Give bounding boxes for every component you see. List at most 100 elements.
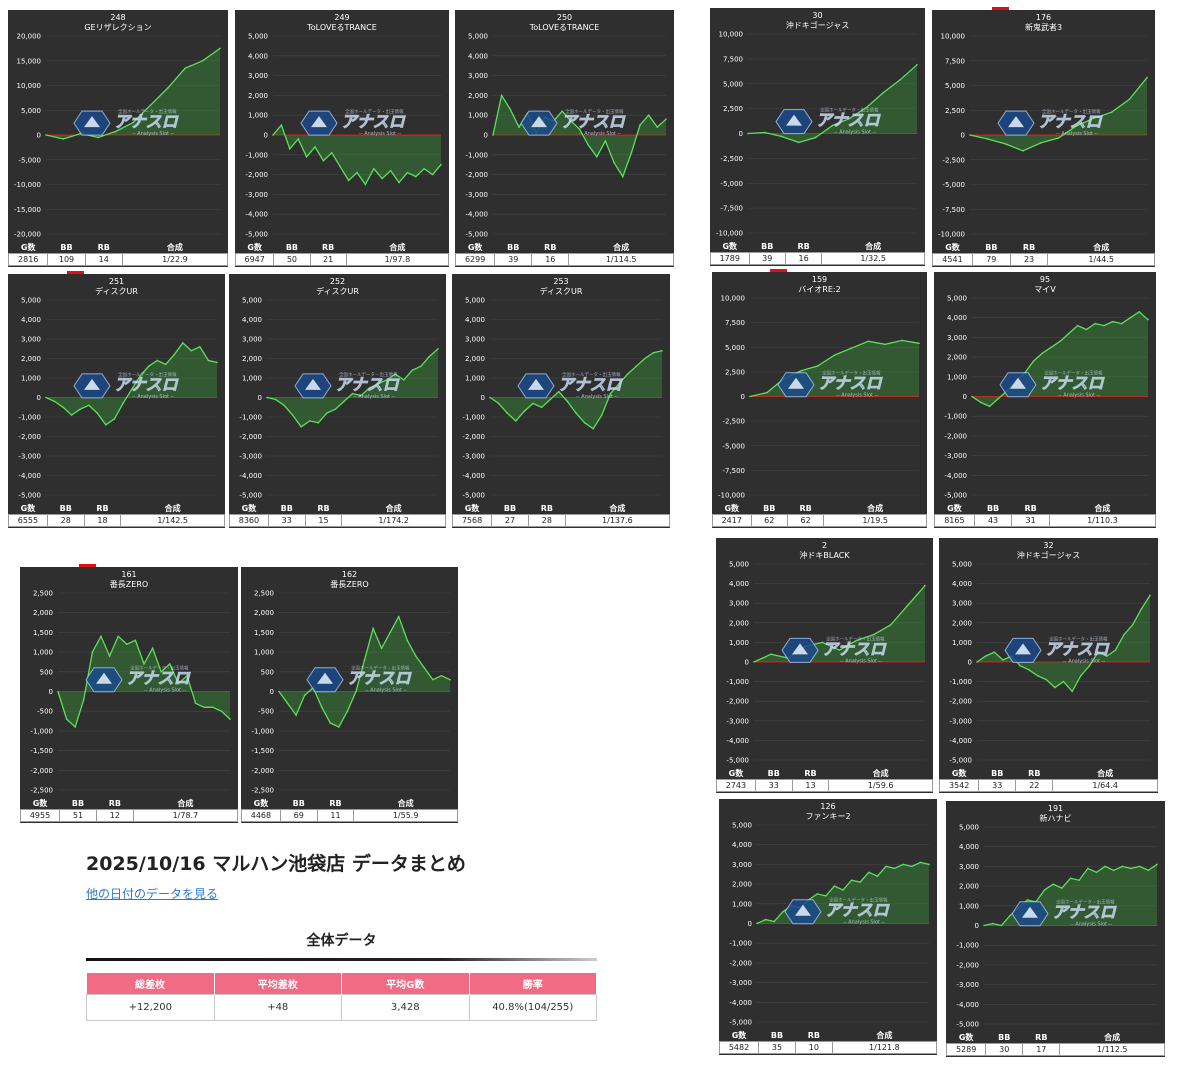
stats-table: G数 BB RB 合成 6299 39 16 1/114.5 bbox=[454, 242, 674, 266]
data-point bbox=[850, 347, 853, 350]
analysis-slot-watermark bbox=[306, 667, 344, 693]
data-point bbox=[303, 694, 306, 697]
line-chart: 10,000 7,500 5,000 2,500 0 -2,500 -5,000 -7,500… bbox=[716, 31, 918, 238]
stats-value: 1/142.5 bbox=[120, 514, 225, 527]
other-dates-link[interactable]: 他の日付のデータを見る bbox=[86, 887, 219, 901]
stats-value: 109 bbox=[47, 253, 86, 266]
y-tick-label: 3,000 bbox=[468, 72, 488, 80]
machine-name: ファンキー2 bbox=[805, 812, 851, 821]
y-tick-label: -5,000 bbox=[462, 492, 485, 500]
data-point bbox=[1076, 324, 1079, 327]
series-area bbox=[46, 48, 220, 139]
stats-header: 合成 bbox=[1052, 768, 1158, 780]
y-tick-label: -10,000 bbox=[716, 230, 743, 238]
y-tick-label: -2,000 bbox=[465, 171, 488, 179]
summary-table: 総差枚 平均差枚 平均G数 勝率 +12,200 +48 3,428 40.8%… bbox=[86, 973, 597, 1021]
y-tick-label: 10,000 bbox=[941, 33, 966, 41]
y-tick-label: 1,000 bbox=[732, 900, 752, 908]
y-tick-label: 1,000 bbox=[959, 902, 979, 910]
data-point bbox=[506, 412, 508, 414]
data-point bbox=[1022, 150, 1024, 152]
stats-header: RB bbox=[310, 242, 347, 254]
stats-header: RB bbox=[1022, 1032, 1060, 1044]
data-point bbox=[394, 373, 397, 375]
y-tick-label: -2,000 bbox=[726, 698, 749, 706]
stats-table: G数 BB RB 合成 3542 33 22 1/64.4 bbox=[938, 768, 1158, 792]
data-point bbox=[773, 920, 775, 923]
stats-value: 6947 bbox=[234, 253, 275, 266]
data-point bbox=[1094, 322, 1096, 325]
stats-header: 合成 bbox=[346, 242, 449, 254]
y-tick-label: 4,000 bbox=[952, 580, 972, 588]
y-tick-label: 5,000 bbox=[465, 297, 485, 305]
data-point bbox=[1009, 914, 1011, 917]
stats-table: G数 BB RB 合成 8360 33 15 1/174.2 bbox=[229, 503, 446, 527]
data-point bbox=[816, 893, 818, 895]
y-tick-label: -5,000 bbox=[956, 1021, 979, 1029]
stats-header: 合成 bbox=[133, 798, 238, 810]
stats-header: G数 bbox=[8, 242, 48, 254]
stats-value: 2816 bbox=[7, 253, 49, 266]
data-point bbox=[993, 651, 996, 653]
summary-value-row: +12,200 +48 3,428 40.8%(104/255) bbox=[86, 994, 597, 1021]
y-tick-label: 2,000 bbox=[21, 355, 41, 363]
stats-header: RB bbox=[792, 768, 829, 780]
stats-value: 1/114.5 bbox=[568, 253, 674, 266]
machine-number: 2 bbox=[821, 541, 828, 550]
y-tick-label: 0 bbox=[961, 132, 965, 140]
stats-table: G数 BB RB 合成 2816 109 14 1/22.9 bbox=[7, 242, 229, 266]
y-tick-label: 10,000 bbox=[17, 82, 42, 90]
data-point bbox=[331, 152, 333, 154]
stats-header: G数 bbox=[932, 242, 973, 254]
data-point bbox=[902, 863, 904, 866]
data-point bbox=[1062, 680, 1065, 683]
y-tick-label: -1,000 bbox=[18, 414, 41, 422]
y-tick-label: 1,000 bbox=[729, 639, 749, 647]
stats-value: 35 bbox=[758, 1041, 796, 1054]
summary-heading: 全体データ bbox=[306, 933, 377, 949]
data-point bbox=[53, 400, 56, 403]
y-tick-label: 0 bbox=[484, 132, 488, 140]
data-point bbox=[423, 167, 425, 170]
data-point bbox=[872, 633, 875, 636]
data-point bbox=[134, 639, 137, 642]
analysis-slot-watermark bbox=[520, 110, 558, 136]
y-tick-label: 4,000 bbox=[21, 316, 41, 324]
y-tick-label: -1,000 bbox=[956, 942, 979, 950]
y-tick-label: 2,000 bbox=[248, 92, 268, 100]
stats-value: 18 bbox=[83, 514, 122, 527]
y-tick-label: -5,000 bbox=[949, 757, 972, 765]
data-point bbox=[1061, 887, 1063, 889]
data-point bbox=[339, 165, 341, 168]
y-tick-label: 2,000 bbox=[729, 619, 749, 627]
data-point bbox=[1140, 608, 1143, 610]
data-point bbox=[1050, 346, 1052, 349]
line-chart: 5,000 4,000 3,000 2,000 1,000 0 -1,000 -2,000 -3… bbox=[726, 561, 926, 765]
y-tick-label: -500 bbox=[258, 708, 274, 716]
data-point bbox=[500, 94, 503, 97]
y-tick-label: 3,000 bbox=[947, 334, 967, 342]
y-tick-label: 3,000 bbox=[959, 863, 979, 871]
stats-header: BB bbox=[758, 1030, 796, 1042]
y-tick-label: 1,000 bbox=[952, 639, 972, 647]
y-tick-label: -5,000 bbox=[720, 180, 743, 188]
data-point bbox=[639, 124, 641, 126]
y-tick-label: -3,000 bbox=[18, 453, 41, 461]
data-point bbox=[1069, 877, 1072, 880]
y-tick-label: -3,000 bbox=[949, 717, 972, 725]
stats-value: 2743 bbox=[716, 779, 756, 792]
y-tick-label: -4,000 bbox=[462, 472, 485, 480]
data-point bbox=[1138, 865, 1141, 868]
data-point bbox=[831, 124, 834, 127]
data-point bbox=[203, 706, 205, 709]
summary-value: 3,428 bbox=[341, 994, 470, 1021]
y-tick-label: 1,000 bbox=[468, 112, 488, 120]
slot-chart-panel: 30 沖ドキゴージャス 10,000 7,500 5,000 2,500 0 -2,500 -5… bbox=[710, 8, 925, 266]
stats-value: 50 bbox=[273, 253, 311, 266]
analysis-slot-watermark bbox=[517, 373, 555, 399]
data-point bbox=[833, 354, 836, 356]
data-point bbox=[1149, 594, 1151, 597]
line-chart: 5,000 4,000 3,000 2,000 1,000 0 -1,000 -2,000 -3… bbox=[462, 297, 663, 500]
data-point bbox=[283, 404, 285, 407]
data-point bbox=[186, 674, 188, 677]
